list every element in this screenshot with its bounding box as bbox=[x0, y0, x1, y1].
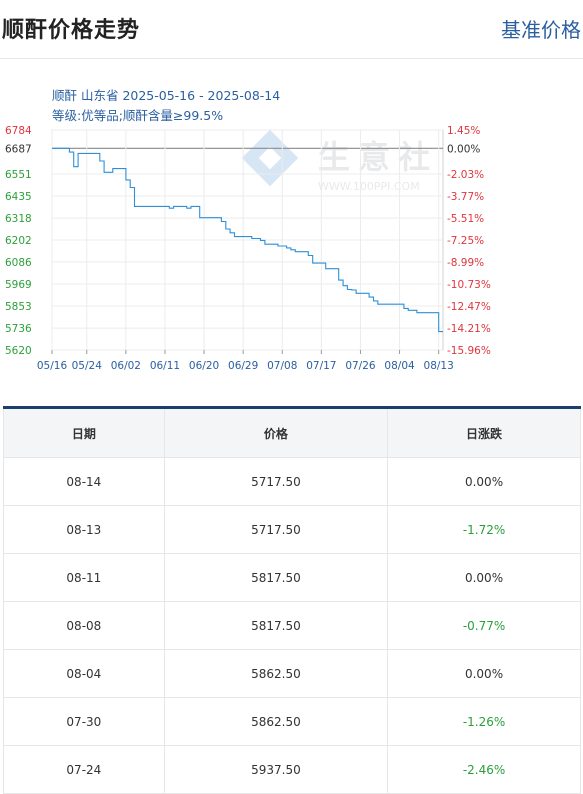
series-line-group bbox=[52, 147, 443, 333]
cell-price: 5937.50 bbox=[163, 745, 389, 794]
x-tick-label: 05/24 bbox=[72, 360, 103, 372]
cell-date: 07-30 bbox=[3, 697, 165, 746]
chart-grid bbox=[51, 129, 444, 351]
price-table: 日期 价格 日涨跌 08-14 5717.50 0.00% 08-13 5717… bbox=[3, 406, 581, 794]
x-tick-label: 06/02 bbox=[111, 360, 141, 372]
table-row: 08-04 5862.50 0.00% bbox=[3, 649, 581, 698]
cell-date: 08-13 bbox=[3, 505, 165, 554]
y-tick-left: 6551 bbox=[5, 169, 32, 181]
watermark-text: 生意社 bbox=[318, 138, 438, 176]
x-tick-label: 05/16 bbox=[37, 360, 68, 372]
chart-title: 顺酐 山东省 2025-05-16 - 2025-08-14 bbox=[52, 88, 280, 103]
watermark: 生意社 WWW.100PPI.COM bbox=[241, 129, 438, 193]
page-header: 顺酐价格走势 基准价格 bbox=[0, 0, 583, 59]
x-tick-label: 06/29 bbox=[228, 360, 258, 372]
cell-date: 08-11 bbox=[3, 553, 165, 602]
cell-change: -0.77% bbox=[387, 601, 581, 650]
y-tick-right: 1.45% bbox=[447, 125, 480, 137]
x-axis: 05/16 05/24 06/02 06/11 06/20 06/29 07/08 07/17… bbox=[37, 350, 454, 372]
x-tick-label: 08/13 bbox=[424, 360, 454, 372]
cell-date: 08-04 bbox=[3, 649, 165, 698]
cell-change: 0.00% bbox=[387, 553, 581, 602]
y-tick-left: 6687 bbox=[5, 143, 32, 155]
table-row: 07-30 5862.50 -1.26% bbox=[3, 697, 581, 746]
x-tick-label: 06/20 bbox=[189, 360, 219, 372]
cell-change: -2.46% bbox=[387, 745, 581, 794]
y-tick-left: 5736 bbox=[5, 323, 32, 335]
table-header-row: 日期 价格 日涨跌 bbox=[3, 407, 581, 458]
cell-date: 08-14 bbox=[3, 457, 165, 506]
y-tick-left: 6435 bbox=[5, 191, 32, 203]
cell-price: 5717.50 bbox=[163, 505, 389, 554]
cell-change: 0.00% bbox=[387, 649, 581, 698]
y-axis-left: 6784 6687 6551 6435 6318 6202 6086 5969 5853 5736… bbox=[5, 125, 32, 357]
cell-price: 5862.50 bbox=[163, 697, 389, 746]
header-price: 价格 bbox=[163, 407, 389, 458]
cell-change: -1.72% bbox=[387, 505, 581, 554]
y-tick-right: -14.21% bbox=[447, 323, 491, 335]
x-tick-label: 08/04 bbox=[384, 360, 415, 372]
cell-date: 07-24 bbox=[3, 745, 165, 794]
y-tick-left: 6318 bbox=[5, 213, 32, 225]
y-tick-right: -12.47% bbox=[447, 301, 491, 313]
y-tick-right: -3.77% bbox=[447, 191, 484, 203]
cell-date: 08-08 bbox=[3, 601, 165, 650]
price-series-line bbox=[52, 147, 443, 333]
x-tick-label: 07/26 bbox=[345, 360, 376, 372]
y-tick-left: 5969 bbox=[5, 279, 32, 291]
chart-subtitle: 等级:优等品;顺酐含量≥99.5% bbox=[52, 108, 223, 123]
cell-price: 5862.50 bbox=[163, 649, 389, 698]
table-row: 07-24 5937.50 -2.46% bbox=[3, 745, 581, 794]
cell-price: 5817.50 bbox=[163, 553, 389, 602]
y-tick-right: -2.03% bbox=[447, 169, 484, 181]
x-tick-label: 07/08 bbox=[267, 360, 297, 372]
table-row: 08-14 5717.50 0.00% bbox=[3, 457, 581, 506]
benchmark-price-link[interactable]: 基准价格 bbox=[501, 18, 581, 42]
table-row: 08-08 5817.50 -0.77% bbox=[3, 601, 581, 650]
y-tick-right: -5.51% bbox=[447, 213, 484, 225]
y-tick-left: 5620 bbox=[5, 345, 32, 357]
price-chart: 顺酐 山东省 2025-05-16 - 2025-08-14 等级:优等品;顺酐… bbox=[5, 88, 491, 372]
table-row: 08-11 5817.50 0.00% bbox=[3, 553, 581, 602]
y-axis-right: 1.45% 0.00% -2.03% -3.77% -5.51% -7.25% -8.99%… bbox=[447, 125, 491, 357]
cell-price: 5717.50 bbox=[163, 457, 389, 506]
cell-change: -1.26% bbox=[387, 697, 581, 746]
y-tick-right: -8.99% bbox=[447, 257, 484, 269]
watermark-url: WWW.100PPI.COM bbox=[318, 180, 420, 193]
y-tick-left: 5853 bbox=[5, 301, 32, 313]
x-tick-label: 06/11 bbox=[150, 360, 180, 372]
header-change: 日涨跌 bbox=[387, 407, 581, 458]
cell-price: 5817.50 bbox=[163, 601, 389, 650]
table-row: 08-13 5717.50 -1.72% bbox=[3, 505, 581, 554]
page-title: 顺酐价格走势 bbox=[2, 18, 141, 43]
cell-change: 0.00% bbox=[387, 457, 581, 506]
y-tick-right: 0.00% bbox=[447, 143, 480, 155]
y-tick-right: -7.25% bbox=[447, 235, 484, 247]
x-tick-label: 07/17 bbox=[306, 360, 336, 372]
y-tick-left: 6784 bbox=[5, 125, 32, 137]
header-date: 日期 bbox=[3, 407, 165, 458]
y-tick-right: -15.96% bbox=[447, 345, 491, 357]
y-tick-right: -10.73% bbox=[447, 279, 491, 291]
y-tick-left: 6086 bbox=[5, 257, 32, 269]
y-tick-left: 6202 bbox=[5, 235, 32, 247]
